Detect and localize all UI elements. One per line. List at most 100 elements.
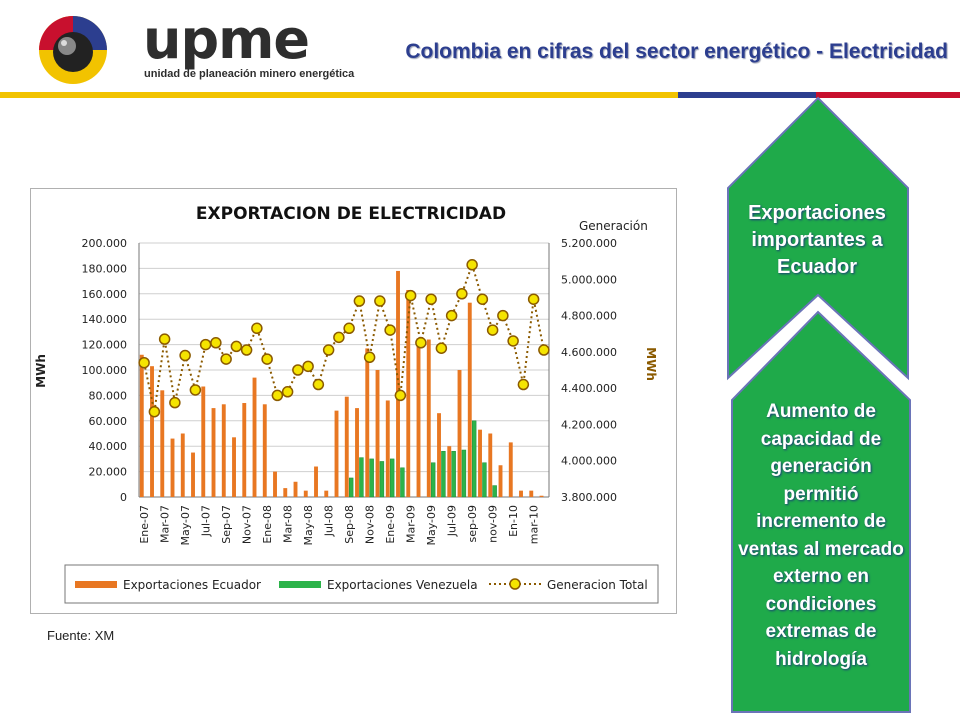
y-tick-label: 140.000	[82, 313, 128, 326]
y-tick-label: 100.000	[82, 364, 128, 377]
generation-point	[220, 353, 232, 365]
y2-tick-label: 4.800.000	[561, 310, 617, 323]
generation-point	[199, 338, 212, 351]
generation-point	[415, 337, 427, 349]
x-tick-label: mar-10	[528, 505, 541, 544]
bar-ecuador	[303, 490, 308, 497]
x-tick-label: May-08	[302, 505, 315, 546]
y-tick-label: 180.000	[82, 262, 128, 275]
generation-point	[261, 353, 273, 365]
generation-point	[312, 378, 325, 391]
generation-point	[394, 389, 407, 402]
bar-ecuador	[344, 396, 349, 497]
generation-point	[281, 386, 294, 398]
y-tick-label: 0	[120, 491, 127, 504]
generation-point	[466, 259, 478, 271]
generation-point	[404, 289, 417, 302]
generation-point	[374, 295, 386, 307]
generation-point	[456, 288, 468, 300]
bar-ecuador	[508, 442, 513, 497]
y2-tick-label: 4.000.000	[561, 455, 617, 468]
bar-ecuador	[160, 390, 165, 497]
bar-ecuador	[334, 410, 339, 497]
upme-logo-mark	[39, 16, 107, 84]
generation-point	[445, 309, 458, 322]
y-tick-label: 200.000	[82, 237, 128, 250]
bar-ecuador	[252, 377, 257, 497]
generation-point	[527, 293, 540, 305]
x-tick-label: nov-09	[487, 505, 500, 543]
bar-ecuador	[385, 400, 390, 497]
bar-ecuador	[150, 366, 154, 497]
logo-wordmark: upme	[143, 8, 310, 71]
legend-label-venezuela: Exportaciones Venezuela	[327, 578, 478, 592]
bar-ecuador	[283, 488, 288, 497]
bar-venezuela	[359, 457, 364, 498]
bar-ecuador	[139, 354, 144, 497]
x-tick-label: En-10	[507, 505, 520, 537]
generation-point	[230, 340, 243, 353]
x-tick-label: Ene-08	[261, 505, 274, 544]
bar-ecuador	[488, 433, 493, 497]
callout-ecuador-text: Exportaciones importantes a Ecuador	[748, 202, 886, 278]
upme-logo: upme unidad de planeación minero energét…	[30, 8, 354, 86]
generation-point	[251, 322, 263, 335]
bar-venezuela	[482, 462, 487, 498]
header-strip-yellow	[0, 92, 678, 98]
generation-point	[363, 351, 376, 364]
y2-tick-label: 4.200.000	[561, 418, 617, 431]
bar-ecuador	[355, 408, 359, 497]
bar-ecuador	[406, 289, 411, 497]
header-strip-blue	[678, 92, 816, 98]
generation-point	[148, 405, 161, 418]
x-tick-label: Sep-07	[220, 505, 233, 544]
x-tick-label: Sep-08	[343, 505, 356, 544]
generation-point	[425, 293, 437, 305]
generation-point	[343, 322, 355, 335]
bar-ecuador	[293, 481, 298, 497]
x-tick-label: sep-09	[466, 505, 479, 542]
bar-ecuador	[457, 370, 462, 497]
chart-title: EXPORTACION DE ELECTRICIDAD	[196, 204, 506, 224]
generation-point	[179, 349, 191, 362]
header-strip-red	[816, 92, 960, 98]
bar-ecuador	[242, 403, 247, 497]
x-tick-label: May-09	[425, 505, 438, 546]
bar-ecuador	[416, 338, 421, 497]
bar-ecuador	[375, 370, 380, 497]
generation-point	[240, 344, 253, 356]
y2-tick-label: 5.200.000	[561, 237, 617, 250]
source-note: Fuente: XM	[47, 628, 115, 643]
x-tick-label: Mar-08	[282, 505, 295, 543]
bar-ecuador	[211, 408, 216, 497]
bar-ecuador	[447, 446, 452, 497]
generation-point	[497, 309, 509, 322]
x-tick-label: May-07	[179, 505, 192, 546]
bar-venezuela	[430, 462, 436, 498]
bar-venezuela	[441, 451, 446, 498]
generation-point	[517, 378, 530, 391]
bar-ecuador	[539, 495, 544, 497]
generation-point	[507, 335, 519, 347]
y-tick-label: 20.000	[89, 466, 128, 479]
generation-point	[158, 333, 171, 345]
bar-ecuador	[498, 465, 503, 497]
x-tick-label: Mar-07	[159, 505, 172, 543]
page-title: Colombia en cifras del sector energético…	[405, 40, 948, 63]
generation-point	[138, 356, 150, 369]
logo-subtitle: unidad de planeación minero energética	[144, 68, 355, 80]
generation-point	[322, 344, 335, 356]
bar-ecuador	[201, 386, 206, 497]
bar-venezuela	[471, 420, 477, 498]
x-tick-label: Jul-07	[200, 505, 213, 537]
y-tick-label: 80.000	[89, 389, 128, 402]
bar-ecuador	[519, 490, 523, 497]
bar-venezuela	[389, 458, 395, 498]
x-tick-label: Ene-09	[384, 505, 397, 544]
bar-ecuador	[232, 437, 236, 497]
export-chart: EXPORTACION DE ELECTRICIDAD Generación M…	[34, 204, 659, 604]
bar-ecuador	[467, 302, 472, 497]
y-tick-label: 120.000	[82, 339, 128, 352]
bar-ecuador	[170, 438, 175, 497]
x-tick-label: Nov-07	[241, 505, 254, 544]
